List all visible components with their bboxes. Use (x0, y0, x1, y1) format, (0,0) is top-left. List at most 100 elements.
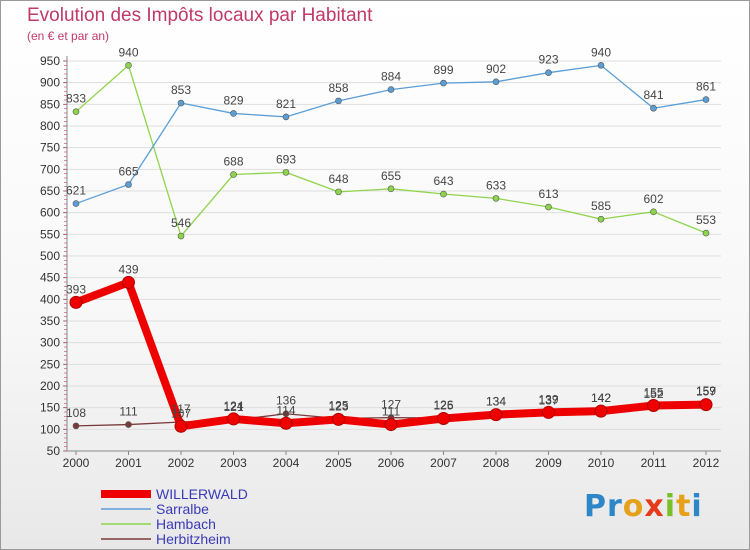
data-point-sarralbe (440, 79, 447, 87)
y-tick-label: 400 (40, 292, 60, 306)
legend-label-sarralbe: Sarralbe (156, 501, 209, 517)
data-label-willerwald: 107 (171, 406, 191, 420)
logo-letter: r (607, 489, 623, 524)
data-point-hambach (597, 215, 605, 223)
x-tick-label: 2005 (325, 456, 352, 470)
data-label-willerwald: 111 (382, 405, 401, 419)
data-point-sarralbe (282, 113, 290, 121)
data-label-hambach: 940 (118, 45, 138, 59)
y-tick-label: 100 (40, 422, 60, 436)
data-point-sarralbe (230, 110, 237, 117)
data-label-sarralbe: 853 (171, 83, 191, 97)
y-tick-label: 50 (47, 444, 61, 458)
data-label-herbitzheim: 108 (66, 406, 86, 420)
y-tick-label: 850 (40, 97, 60, 111)
data-label-willerwald: 125 (433, 399, 453, 413)
data-label-hambach: 833 (66, 92, 86, 106)
data-label-herbitzheim: 152 (643, 387, 663, 401)
data-label-willerwald: 439 (118, 262, 138, 276)
y-tick-label: 250 (40, 357, 60, 371)
y-tick-label: 150 (40, 401, 60, 415)
data-label-sarralbe: 899 (433, 63, 453, 77)
data-point-willerwald (594, 404, 608, 418)
logo-letter: i (691, 489, 703, 524)
data-label-sarralbe: 861 (696, 80, 716, 94)
data-point-hambach (282, 169, 290, 176)
x-tick-label: 2000 (63, 456, 90, 470)
logo-letter: o (622, 489, 645, 524)
data-point-hambach (440, 190, 447, 198)
data-label-herbitzheim: 137 (538, 393, 558, 407)
data-label-willerwald: 142 (591, 391, 611, 405)
data-label-hambach: 633 (486, 178, 506, 192)
data-label-herbitzheim: 159 (696, 384, 716, 398)
data-label-willerwald: 123 (328, 399, 348, 413)
x-tick-label: 2003 (220, 456, 247, 470)
data-label-sarralbe: 884 (381, 70, 401, 84)
legend-label-herbitzheim: Herbitzheim (156, 531, 231, 547)
legend-label-willerwald: WILLERWALD (156, 486, 248, 502)
data-point-herbitzheim (125, 421, 132, 428)
data-point-hambach (177, 232, 185, 240)
data-point-willerwald (437, 412, 450, 425)
data-label-willerwald: 155 (643, 386, 663, 400)
data-label-herbitzheim: 134 (486, 395, 506, 409)
data-point-sarralbe (387, 86, 395, 93)
data-point-sarralbe (545, 69, 552, 76)
data-label-sarralbe: 665 (118, 165, 138, 179)
data-label-herbitzheim: 142 (591, 391, 611, 405)
data-label-hambach: 693 (276, 152, 296, 166)
data-point-sarralbe (177, 99, 185, 107)
data-label-herbitzheim: 126 (433, 398, 453, 412)
x-tick-label: 2001 (115, 456, 142, 470)
data-label-willerwald: 114 (276, 403, 295, 417)
x-tick-label: 2009 (535, 456, 562, 470)
data-label-sarralbe: 841 (643, 88, 663, 102)
x-tick-label: 2007 (430, 456, 457, 470)
y-tick-label: 550 (40, 227, 60, 241)
data-label-herbitzheim: 121 (223, 400, 243, 414)
data-label-sarralbe: 940 (591, 45, 611, 59)
y-tick-label: 950 (40, 54, 60, 68)
y-tick-label: 600 (40, 206, 60, 220)
data-point-sarralbe (335, 97, 342, 105)
data-point-willerwald (489, 408, 503, 422)
data-label-sarralbe: 902 (486, 62, 506, 76)
data-label-sarralbe: 923 (538, 53, 558, 67)
data-point-hambach (545, 203, 552, 211)
chart-title: Evolution des Impôts locaux par Habitant (27, 5, 373, 26)
y-tick-label: 300 (40, 336, 60, 350)
y-tick-label: 700 (40, 162, 60, 176)
y-tick-label: 650 (40, 184, 60, 198)
data-point-willerwald (647, 399, 660, 412)
data-point-willerwald (542, 405, 555, 419)
logo-letter: i (664, 489, 677, 524)
data-label-hambach: 643 (433, 174, 453, 188)
data-label-herbitzheim: 127 (381, 398, 401, 412)
data-label-sarralbe: 621 (66, 184, 86, 198)
data-label-sarralbe: 829 (223, 93, 243, 107)
data-label-willerwald: 134 (486, 395, 506, 409)
data-label-hambach: 546 (171, 216, 191, 230)
data-point-willerwald (699, 398, 713, 412)
data-point-sarralbe (597, 62, 605, 69)
data-point-hambach (702, 229, 710, 237)
data-point-herbitzheim (282, 410, 290, 418)
y-tick-label: 200 (40, 379, 60, 393)
chart-subtitle: (en € et par an) (27, 29, 110, 43)
y-tick-label: 800 (40, 119, 60, 133)
data-label-herbitzheim: 117 (171, 402, 190, 416)
data-point-hambach (230, 171, 237, 178)
x-tick-label: 2006 (378, 456, 405, 470)
data-point-sarralbe (650, 104, 657, 112)
data-label-hambach: 585 (591, 199, 611, 213)
data-point-hambach (335, 188, 342, 196)
data-label-sarralbe: 858 (328, 81, 348, 95)
data-label-willerwald: 157 (696, 385, 716, 399)
x-tick-label: 2012 (693, 456, 720, 470)
data-label-hambach: 613 (538, 187, 558, 201)
data-point-sarralbe (72, 200, 80, 207)
y-tick-label: 900 (40, 76, 60, 90)
x-tick-label: 2011 (641, 456, 667, 470)
x-tick-label: 2008 (483, 456, 510, 470)
